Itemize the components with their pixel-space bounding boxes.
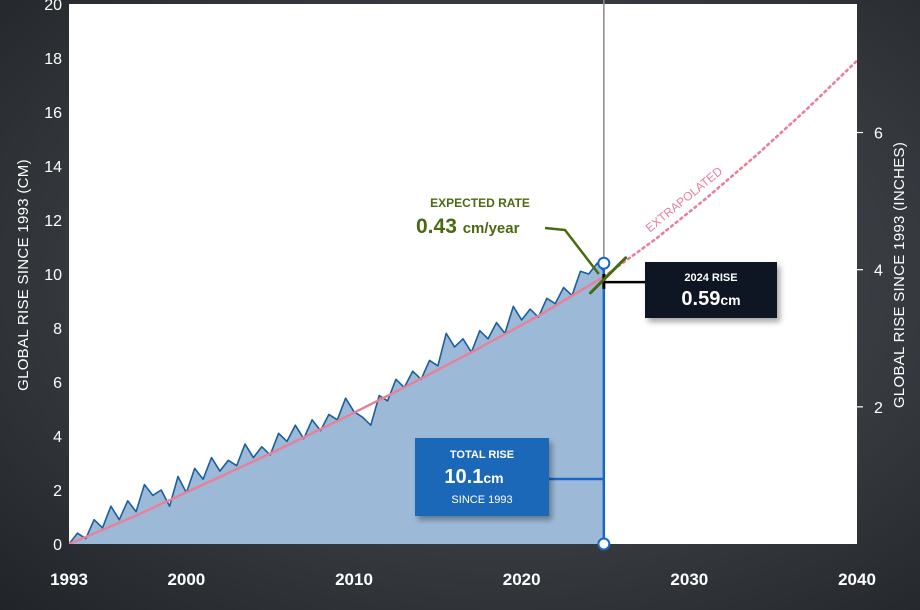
rise-2024-box-bg xyxy=(645,262,777,318)
rise-2024-value: 0.59cm xyxy=(681,288,740,310)
total-rise-box: TOTAL RISE 10.1cm SINCE 1993 xyxy=(415,438,549,516)
y-tick-label-right: 2 xyxy=(874,400,883,417)
y-tick-label-right: 4 xyxy=(874,263,883,280)
y-tick-label-left: 6 xyxy=(53,375,62,392)
y-tick-label-left: 10 xyxy=(44,267,62,284)
expected-rate-slope-marker xyxy=(588,256,628,295)
y-tick-label-left: 18 xyxy=(44,51,62,68)
x-tick-label: 1993 xyxy=(50,570,88,589)
y-tick-label-left: 20 xyxy=(44,0,62,14)
x-tick-label: 2040 xyxy=(838,570,876,589)
x-tick-label: 2030 xyxy=(670,570,708,589)
total-rise-title: TOTAL RISE xyxy=(450,449,514,461)
rise-2024-box: 2024 RISE 0.59cm xyxy=(645,262,777,318)
y-tick-label-left: 12 xyxy=(44,213,62,230)
x-tick-label: 2010 xyxy=(335,570,373,589)
y-axis-title-left: GLOBAL RISE SINCE 1993 (CM) xyxy=(15,159,32,391)
x-tick-label: 2020 xyxy=(503,570,541,589)
y-tick-label-left: 14 xyxy=(44,159,62,176)
y-tick-label-left: 4 xyxy=(53,429,62,446)
y-tick-label-left: 16 xyxy=(44,105,62,122)
y-tick-label-left: 2 xyxy=(53,483,62,500)
trend-line xyxy=(69,275,605,544)
total-rise-value: 10.1cm xyxy=(444,466,503,488)
total-rise-box-bg xyxy=(415,438,549,516)
expected-rate-connector xyxy=(544,226,600,275)
y-tick-label-left: 8 xyxy=(53,321,62,338)
extrapolated-line xyxy=(602,59,857,279)
total-rise-since: SINCE 1993 xyxy=(451,494,512,506)
baseline-marker xyxy=(597,537,611,551)
y-tick-label-right: 6 xyxy=(874,126,883,143)
y-axis-title-right: GLOBAL RISE SINCE 1993 (INCHES) xyxy=(891,142,908,408)
expected-rate-value: 0.43 cm/year xyxy=(416,215,520,238)
expected-rate-title: EXPECTED RATE xyxy=(430,196,530,210)
current-level-marker xyxy=(597,256,611,270)
y-tick-label-left: 0 xyxy=(53,537,62,554)
x-tick-label: 2000 xyxy=(167,570,205,589)
rise-2024-title: 2024 RISE xyxy=(684,272,737,284)
